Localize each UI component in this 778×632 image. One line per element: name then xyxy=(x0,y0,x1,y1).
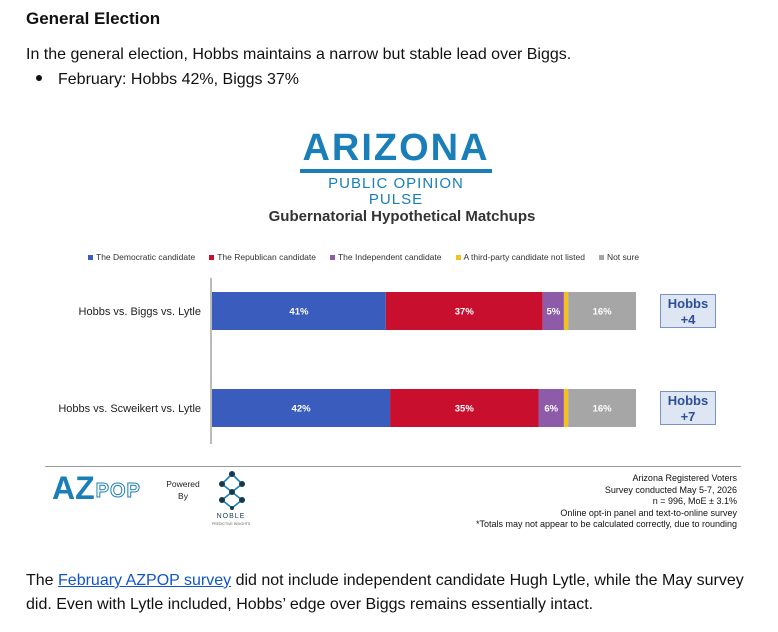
legend-item-third-party: A third-party candidate not listed xyxy=(455,252,585,262)
category-label: Hobbs vs. Biggs vs. Lytle xyxy=(79,306,201,318)
bar-segment xyxy=(563,292,569,330)
data-label: 5% xyxy=(546,307,560,318)
legend-label: Not sure xyxy=(606,252,640,262)
section-heading: General Election xyxy=(26,9,161,28)
lead-candidate: Hobbs xyxy=(667,296,709,311)
legend-item-democratic: The Democratic candidate xyxy=(88,252,195,262)
azpop-logo: AZ POP xyxy=(52,472,141,504)
lead-box: Hobbs +7 xyxy=(660,391,716,425)
bar-segment xyxy=(568,389,636,427)
data-label: 41% xyxy=(289,307,309,318)
data-label: 16% xyxy=(593,307,613,318)
noble-network-icon xyxy=(219,471,245,510)
survey-notes: Arizona Registered Voters Survey conduct… xyxy=(476,473,737,531)
legend-swatch xyxy=(329,254,335,260)
outro-text: did not include independent candidate Hu… xyxy=(26,572,744,613)
legend-item-republican: The Republican candidate xyxy=(209,252,316,262)
bullet-text: February: Hobbs 42%, Biggs 37% xyxy=(58,71,300,88)
bar-segment xyxy=(563,389,569,427)
legend-label: A third-party candidate not listed xyxy=(463,252,585,262)
arizona-pulse-logo: ARIZONA PUBLIC OPINION PULSE xyxy=(300,128,492,208)
bar-segment xyxy=(568,292,636,330)
legend-swatch xyxy=(209,254,215,260)
noble-tagline: PREDICTIVE INSIGHTS xyxy=(211,522,251,526)
data-label: 6% xyxy=(544,404,558,415)
lead-margin: +7 xyxy=(680,409,696,424)
logo-title: ARIZONA xyxy=(302,127,490,169)
data-label: 16% xyxy=(593,404,613,415)
bar-segment xyxy=(542,292,564,330)
logo-subtitle: PUBLIC OPINION PULSE xyxy=(328,175,464,208)
legend-label: The Democratic candidate xyxy=(96,252,196,262)
chart-title: Gubernatorial Hypothetical Matchups xyxy=(268,208,536,225)
azpop-az: AZ xyxy=(52,470,95,506)
bar-segment xyxy=(212,292,386,330)
legend-item-not-sure: Not sure xyxy=(598,252,640,262)
bar-segment xyxy=(212,389,391,427)
powered-line: Powered xyxy=(166,479,200,489)
note-line: Online opt-in panel and text-to-online s… xyxy=(560,507,737,518)
legend-swatch xyxy=(88,254,93,260)
bullet-dot-icon xyxy=(36,74,42,81)
legend-label: The Independent candidate xyxy=(337,252,442,262)
note-line: *Totals may not appear to be calculated … xyxy=(476,519,737,530)
bar-segment xyxy=(538,389,564,427)
legend-swatch xyxy=(598,254,604,260)
legend-swatch xyxy=(455,254,461,260)
noble-name: NOBLE xyxy=(216,513,246,520)
note-line: Survey conducted May 5-7, 2026 xyxy=(604,484,737,495)
note-line: Arizona Registered Voters xyxy=(632,473,737,483)
data-label: 35% xyxy=(455,404,475,415)
lead-box: Hobbs +4 xyxy=(660,294,716,328)
outro-paragraph: The February AZPOP survey did not includ… xyxy=(26,569,766,617)
intro-paragraph: In the general election, Hobbs maintains… xyxy=(26,46,572,63)
azpop-survey-link[interactable]: February AZPOP survey xyxy=(58,572,232,589)
powered-by: Powered By xyxy=(160,478,206,502)
lead-candidate: Hobbs xyxy=(667,393,709,408)
azpop-pop: POP xyxy=(95,480,141,503)
data-label: 37% xyxy=(455,307,475,318)
legend-item-independent: The Independent candidate xyxy=(329,252,442,262)
data-label: 42% xyxy=(292,404,312,415)
logo-rule xyxy=(300,169,492,173)
category-label: Hobbs vs. Scweikert vs. Lytle xyxy=(58,403,201,415)
bullet-item: February: Hobbs 42%, Biggs 37% xyxy=(36,71,299,89)
chart-legend: The Democratic candidate The Republican … xyxy=(88,252,639,262)
footer-divider xyxy=(45,466,741,467)
note-line: n = 996, MoE ± 3.1% xyxy=(652,496,737,507)
legend-label: The Republican candidate xyxy=(217,252,316,262)
lead-margin: +4 xyxy=(680,312,696,327)
bar-segment xyxy=(385,292,543,330)
outro-text: The xyxy=(26,572,59,589)
bar-segment xyxy=(390,389,539,427)
powered-line: By xyxy=(178,491,188,501)
